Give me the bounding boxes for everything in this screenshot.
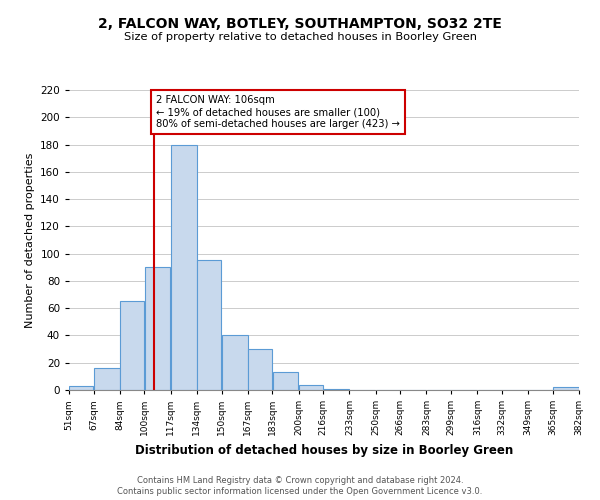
Bar — [248, 349, 272, 390]
Text: Size of property relative to detached houses in Boorley Green: Size of property relative to detached ho… — [124, 32, 476, 42]
Text: 2 FALCON WAY: 106sqm
← 19% of detached houses are smaller (100)
80% of semi-deta: 2 FALCON WAY: 106sqm ← 19% of detached h… — [156, 96, 400, 128]
Bar — [171, 144, 197, 390]
Bar — [94, 368, 119, 390]
Bar — [145, 268, 170, 390]
Y-axis label: Number of detached properties: Number of detached properties — [25, 152, 35, 328]
Bar — [222, 336, 248, 390]
Bar — [69, 386, 94, 390]
Bar — [272, 372, 298, 390]
Bar — [197, 260, 221, 390]
Bar — [553, 388, 579, 390]
Text: 2, FALCON WAY, BOTLEY, SOUTHAMPTON, SO32 2TE: 2, FALCON WAY, BOTLEY, SOUTHAMPTON, SO32… — [98, 18, 502, 32]
Bar — [299, 384, 323, 390]
Text: Contains HM Land Registry data © Crown copyright and database right 2024.: Contains HM Land Registry data © Crown c… — [137, 476, 463, 485]
Bar — [323, 388, 349, 390]
Text: Contains public sector information licensed under the Open Government Licence v3: Contains public sector information licen… — [118, 488, 482, 496]
X-axis label: Distribution of detached houses by size in Boorley Green: Distribution of detached houses by size … — [135, 444, 513, 456]
Bar — [120, 302, 144, 390]
